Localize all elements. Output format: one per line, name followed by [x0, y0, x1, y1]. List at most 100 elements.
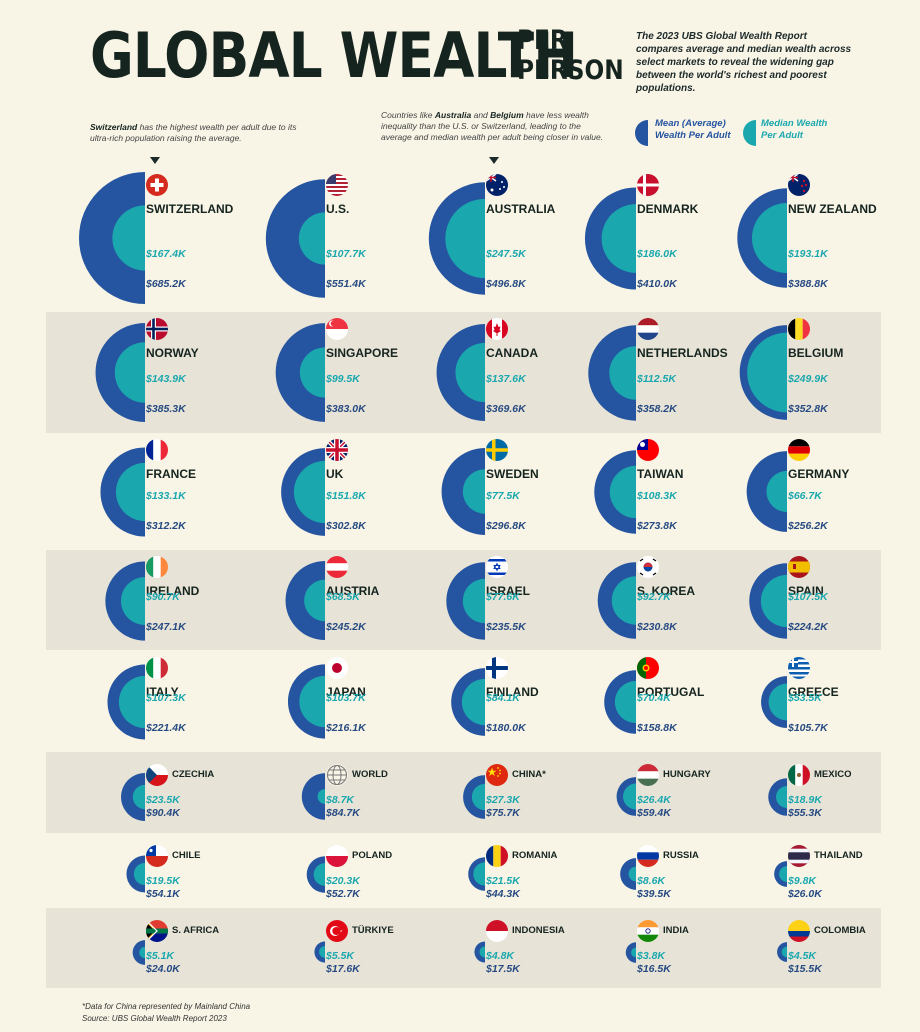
wealth-semicircles [306, 855, 325, 893]
legend-median-label: Median Wealth Per Adult [761, 118, 828, 141]
turkiye-flag [326, 920, 348, 942]
mean-value-label: $105.7K [788, 722, 828, 734]
median-value-label: $84.1K [486, 692, 520, 704]
country-name: RUSSIA [663, 850, 699, 861]
wealth-semicircles [616, 777, 636, 816]
median-wealth-mark [776, 785, 787, 808]
country-name: TAIWAN [637, 467, 684, 481]
japan-flag [326, 657, 348, 679]
mexico-flag [788, 764, 810, 786]
country-name: HUNGARY [663, 769, 711, 780]
median-wealth-mark [609, 345, 636, 400]
median-wealth-mark [133, 863, 145, 886]
country-name: NETHERLANDS [637, 346, 728, 360]
romania-flag [486, 845, 508, 867]
mean-value-label: $256.2K [788, 520, 828, 532]
wealth-semicircles [739, 325, 787, 420]
canada-flag [486, 318, 508, 340]
median-value-label: $70.4K [637, 692, 671, 704]
median-value-label: $19.5K [146, 875, 180, 887]
wealth-semicircles [768, 777, 787, 816]
switzerland-flag [146, 174, 168, 196]
mean-value-label: $39.5K [637, 888, 671, 900]
mean-value-label: $15.5K [788, 963, 822, 975]
median-value-label: $108.3K [637, 490, 677, 502]
norway-flag [146, 318, 168, 340]
italy-flag [146, 657, 168, 679]
country-name: INDONESIA [512, 925, 565, 936]
taiwan-flag [637, 439, 659, 461]
mean-value-label: $54.1K [146, 888, 180, 900]
wealth-semicircles [451, 667, 485, 736]
new-zealand-flag [788, 174, 810, 196]
globe-icon [326, 764, 348, 786]
wealth-semicircles [777, 942, 787, 962]
mean-wealth-mark [301, 773, 325, 820]
wealth-semicircles [594, 449, 636, 534]
country-name: SINGAPORE [326, 346, 399, 360]
median-value-label: $66.7K [788, 490, 822, 502]
country-name: SPAIN [788, 584, 824, 598]
wealth-semicircles [436, 324, 485, 421]
wealth-semicircles [625, 941, 636, 963]
wealth-semicircles [597, 562, 636, 639]
mean-value-label: $410.0K [637, 278, 677, 290]
median-value-label: $247.5K [486, 248, 526, 260]
greece-flag [788, 657, 810, 679]
median-wealth-mark [473, 862, 485, 886]
median-wealth-mark [293, 460, 325, 523]
mean-value-label: $44.3K [486, 888, 520, 900]
median-wealth-mark [112, 205, 145, 271]
country-name: ISRAEL [486, 584, 531, 598]
country-name: AUSTRALIA [486, 202, 556, 216]
france-flag [146, 439, 168, 461]
country-name: ROMANIA [512, 850, 558, 861]
title-sub-line-1: PER [517, 25, 568, 56]
median-wealth-mark [455, 342, 485, 403]
wealth-semicircles [746, 451, 787, 532]
mean-value-label: $302.8K [326, 520, 366, 532]
mean-wealth-mark [265, 178, 325, 298]
country-name: FINLAND [486, 685, 539, 699]
median-wealth-mark [114, 342, 145, 403]
median-wealth-mark [779, 866, 787, 883]
country-name: AUSTRIA [326, 584, 380, 598]
country-name: IRELAND [146, 584, 200, 598]
median-value-label: $90.7K [146, 591, 180, 603]
median-value-label: $4.5K [788, 950, 817, 962]
mean-value-label: $84.7K [326, 807, 360, 819]
wealth-semicircles [588, 324, 636, 421]
australia-pointer [489, 157, 499, 164]
median-value-label: $9.8K [788, 875, 817, 887]
country-name: BELGIUM [788, 346, 844, 360]
country-name: ITALY [146, 685, 179, 699]
median-wealth-mark [461, 678, 485, 725]
country-name: GREECE [788, 685, 839, 699]
median-wealth-mark [614, 680, 636, 723]
mean-value-label: $383.0K [326, 403, 366, 415]
median-wealth-mark [609, 465, 636, 518]
median-wealth-mark [462, 469, 485, 514]
footer: *Data for China represented by Mainland … [82, 1001, 250, 1025]
note-mid: and [471, 110, 491, 120]
wealth-semicircles [584, 186, 636, 290]
mean-value-label: $224.2K [788, 621, 828, 633]
median-value-label: $53.5K [788, 692, 822, 704]
median-wealth-mark [115, 462, 145, 521]
title-sub-line-2: PERSON [517, 55, 624, 86]
note-bold-switzerland: Switzerland [90, 122, 138, 132]
israel-flag [486, 556, 508, 578]
germany-flag [788, 439, 810, 461]
mean-value-label: $369.6K [486, 403, 526, 415]
mean-value-label: $59.4K [637, 807, 671, 819]
wealth-semicircles [126, 855, 145, 893]
median-wealth-mark [623, 783, 636, 810]
wealth-semicircles [281, 447, 325, 536]
median-value-label: $5.1K [146, 950, 175, 962]
belgium-flag [788, 318, 810, 340]
median-wealth-mark [479, 946, 485, 958]
china-flag [486, 764, 508, 786]
wealth-semicircles [604, 669, 636, 734]
wealth-semicircles [749, 562, 787, 639]
mean-value-label: $26.0K [788, 888, 822, 900]
